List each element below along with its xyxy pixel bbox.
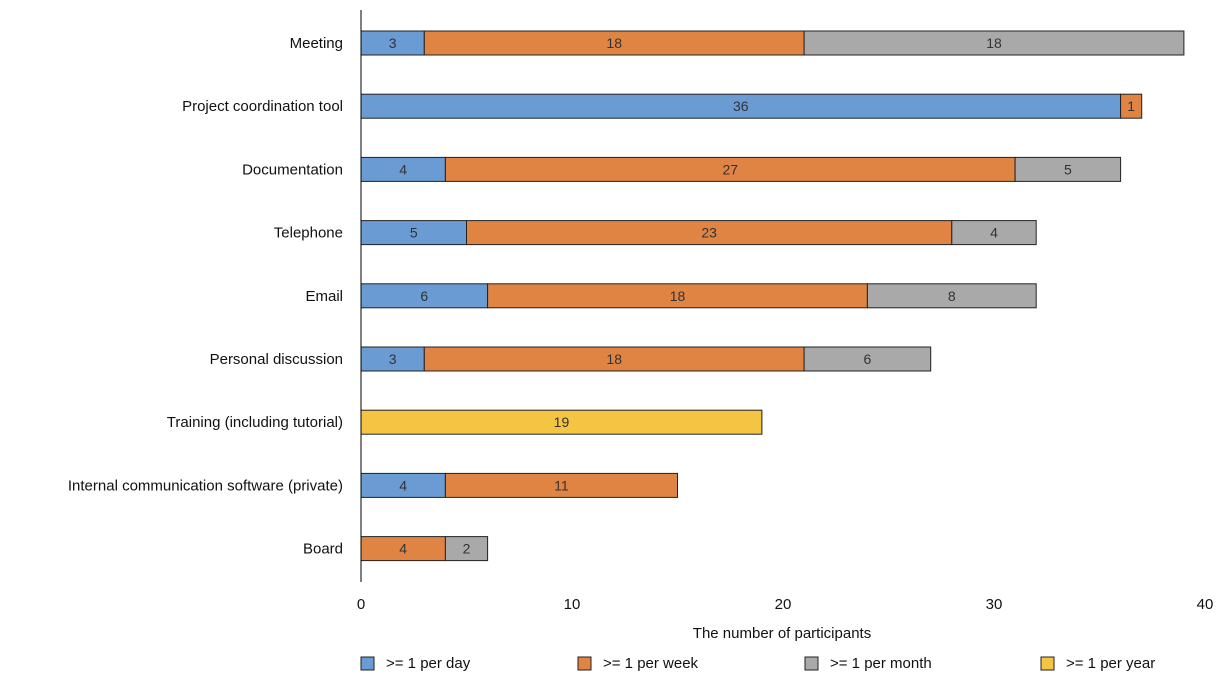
bar-personal-discussion-series-0 bbox=[360, 346, 425, 372]
legend-label-3: >= 1 per year bbox=[1066, 655, 1155, 672]
x-axis-title: The number of participants bbox=[693, 625, 871, 642]
x-tick-label: 10 bbox=[564, 596, 581, 613]
bar-value-label: 18 bbox=[986, 35, 1002, 51]
bar-email-series-1 bbox=[487, 283, 868, 309]
x-tick-label: 30 bbox=[986, 596, 1003, 613]
bar-board-series-2 bbox=[444, 536, 489, 562]
category-label-email: Email bbox=[305, 288, 343, 305]
bar-value-label: 4 bbox=[990, 225, 998, 241]
category-label-telephone: Telephone bbox=[274, 225, 343, 242]
bar-telephone-series-2 bbox=[951, 220, 1037, 246]
category-label-training-including-tutorial: Training (including tutorial) bbox=[167, 414, 343, 431]
bar-value-label: 36 bbox=[733, 98, 749, 114]
bar-value-label: 1 bbox=[1127, 98, 1135, 114]
bar-value-label: 4 bbox=[399, 477, 407, 493]
category-label-internal-communication-software-private: Internal communication software (private… bbox=[68, 477, 343, 494]
bar-value-label: 18 bbox=[606, 351, 622, 367]
bar-value-label: 6 bbox=[864, 351, 872, 367]
bar-value-label: 5 bbox=[1064, 161, 1072, 177]
legend-label-0: >= 1 per day bbox=[386, 655, 471, 672]
category-label-documentation: Documentation bbox=[242, 161, 343, 178]
x-tick-label: 20 bbox=[775, 596, 792, 613]
bar-value-label: 19 bbox=[554, 414, 570, 430]
bar-value-label: 18 bbox=[670, 288, 686, 304]
bar-value-label: 3 bbox=[389, 35, 397, 51]
bar-value-label: 8 bbox=[948, 288, 956, 304]
legend-swatch-2 bbox=[804, 656, 819, 671]
category-label-personal-discussion: Personal discussion bbox=[210, 351, 343, 368]
bar-meeting-series-1 bbox=[423, 30, 805, 56]
legend-label-1: >= 1 per week bbox=[603, 655, 699, 672]
x-tick-label: 0 bbox=[357, 596, 365, 613]
bar-value-label: 3 bbox=[389, 351, 397, 367]
bar-value-label: 2 bbox=[463, 541, 471, 557]
legend: >= 1 per day >= 1 per week >= 1 per month >… bbox=[360, 655, 1155, 672]
bar-value-label: 6 bbox=[420, 288, 428, 304]
bar-training-including-tutorial-series-3 bbox=[360, 409, 763, 435]
x-axis: 0 10 20 30 40 bbox=[357, 596, 1214, 613]
legend-swatch-0 bbox=[360, 656, 375, 671]
legend-swatch-3 bbox=[1040, 656, 1055, 671]
bar-documentation-series-2 bbox=[1014, 156, 1122, 182]
bar-internal-communication-software-private-series-0 bbox=[360, 472, 446, 498]
bar-value-label: 4 bbox=[399, 541, 407, 557]
category-label-meeting: Meeting bbox=[290, 35, 343, 52]
bar-value-label: 23 bbox=[701, 225, 717, 241]
bar-value-label: 18 bbox=[606, 35, 622, 51]
bar-meeting-series-2 bbox=[803, 30, 1185, 56]
category-label-project-coordination-tool: Project coordination tool bbox=[182, 98, 343, 115]
legend-label-2: >= 1 per month bbox=[830, 655, 932, 672]
legend-swatch-1 bbox=[577, 656, 592, 671]
bar-documentation-series-1 bbox=[444, 156, 1016, 182]
bar-value-label: 5 bbox=[410, 225, 418, 241]
bar-telephone-series-1 bbox=[466, 220, 953, 246]
category-labels: Meeting Project coordination tool Document… bbox=[68, 35, 343, 558]
bar-email-series-2 bbox=[866, 283, 1037, 309]
bar-documentation-series-0 bbox=[360, 156, 446, 182]
bar-internal-communication-software-private-series-1 bbox=[444, 472, 678, 498]
bar-value-label: 27 bbox=[722, 161, 738, 177]
bars: 3 18 18 36 1 4 27 5 5 23 4 6 18 8 3 18 6 19 4 11 4 2 bbox=[360, 30, 1185, 562]
x-tick-label: 40 bbox=[1197, 596, 1214, 613]
bar-value-label: 4 bbox=[399, 161, 407, 177]
bar-value-label: 11 bbox=[554, 477, 569, 493]
bar-project-coordination-tool-series-1 bbox=[1120, 93, 1143, 119]
category-label-board: Board bbox=[303, 541, 343, 558]
bar-personal-discussion-series-1 bbox=[423, 346, 805, 372]
bar-personal-discussion-series-2 bbox=[803, 346, 932, 372]
